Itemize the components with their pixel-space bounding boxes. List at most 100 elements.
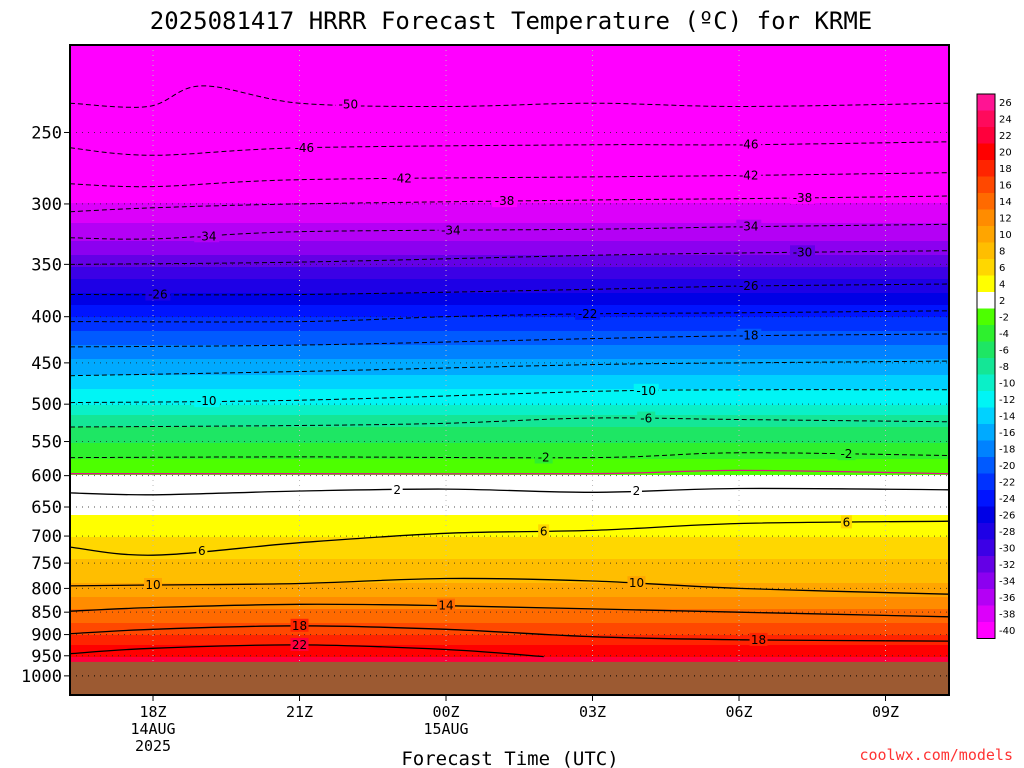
y-tick-label: 800 — [31, 579, 62, 599]
temperature-band — [70, 125, 949, 128]
isotherm-label-bg — [194, 229, 220, 243]
temperature-band — [70, 481, 949, 484]
temperature-band — [70, 243, 949, 246]
colorbar-label: -36 — [999, 593, 1015, 604]
temperature-band — [70, 439, 949, 442]
isotherm-10 — [70, 577, 949, 595]
colorbar-swatch — [977, 440, 995, 458]
temperature-band — [70, 233, 949, 236]
isotherm-label-bg — [790, 190, 815, 204]
colorbar-swatch — [977, 523, 995, 540]
colorbar-swatch — [977, 341, 995, 359]
colorbar-swatch — [977, 209, 995, 227]
temperature-shading — [70, 45, 949, 695]
temperature-band — [70, 249, 949, 252]
colorbar-label: -28 — [999, 527, 1015, 538]
colorbar-label: -18 — [999, 444, 1015, 455]
colorbar-swatch — [977, 572, 995, 590]
isotherm-label: -34 — [197, 229, 217, 243]
temperature-band — [70, 463, 949, 466]
isotherm--22 — [70, 310, 949, 323]
colorbar-label: -12 — [999, 395, 1015, 406]
temperature-band — [70, 613, 949, 616]
colorbar-label: -20 — [999, 461, 1015, 472]
temperature-band — [70, 193, 949, 196]
temperature-band — [70, 179, 949, 182]
temperature-band — [70, 393, 949, 396]
temperature-band — [70, 411, 949, 414]
temperature-band — [70, 211, 949, 214]
colorbar-swatch — [977, 176, 995, 194]
temperature-band — [70, 447, 949, 450]
colorbar-swatch — [977, 226, 995, 243]
temperature-band — [70, 95, 949, 98]
temperature-band — [70, 235, 949, 238]
temperature-band — [70, 571, 949, 574]
ground-fill — [70, 661, 949, 695]
isotherm-label: 10 — [145, 578, 160, 592]
temperature-band — [70, 491, 949, 494]
isotherm-label: -22 — [578, 307, 598, 321]
temperature-band — [70, 605, 949, 608]
temperature-band — [70, 641, 949, 644]
temperature-band — [70, 621, 949, 624]
temperature-band — [70, 593, 949, 596]
isotherm-label: -50 — [339, 97, 359, 111]
temperature-band — [70, 607, 949, 610]
temperature-band — [70, 373, 949, 376]
temperature-band — [70, 367, 949, 370]
temperature-band — [70, 525, 949, 528]
temperature-band — [70, 305, 949, 308]
temperature-band — [70, 323, 949, 326]
isotherm-label: -2 — [538, 450, 550, 464]
temperature-band — [70, 553, 949, 556]
colorbar-swatch — [977, 391, 995, 408]
isotherm-label-bg — [736, 328, 762, 342]
isotherm-label: -42 — [739, 168, 759, 182]
isotherm--50 — [70, 85, 949, 108]
temperature-band — [70, 303, 949, 306]
temperature-band — [70, 615, 949, 618]
colorbar-swatch — [977, 242, 995, 260]
temperature-band — [70, 657, 949, 660]
temperature-band — [70, 543, 949, 546]
y-tick-label: 350 — [31, 255, 62, 275]
temperature-band — [70, 247, 949, 250]
temperature-band — [70, 141, 949, 144]
temperature-band — [70, 343, 949, 346]
temperature-band — [70, 577, 949, 580]
temperature-band — [70, 461, 949, 464]
temperature-band — [70, 399, 949, 402]
temperature-band — [70, 469, 949, 472]
temperature-band — [70, 185, 949, 188]
temperature-band — [70, 315, 949, 318]
temperature-band — [70, 69, 949, 72]
temperature-band — [70, 81, 949, 84]
colorbar-label: -24 — [999, 494, 1015, 505]
colorbar-swatch — [977, 473, 995, 491]
temperature-band — [70, 165, 949, 168]
y-tick-label: 750 — [31, 554, 62, 574]
temperature-band — [70, 87, 949, 90]
isotherm-label: -38 — [793, 191, 813, 205]
colorbar-swatch — [977, 374, 995, 392]
temperature-band — [70, 567, 949, 570]
colorbar-swatch — [977, 457, 995, 474]
temperature-band — [70, 275, 949, 278]
temperature-band — [70, 65, 949, 68]
temperature-band — [70, 283, 949, 286]
x-tick-label: 2025 — [135, 737, 171, 755]
isotherm-label-bg — [391, 482, 403, 496]
x-tick-label: 15AUG — [423, 720, 468, 738]
colorbar-frame — [976, 93, 996, 639]
temperature-band — [70, 123, 949, 126]
temperature-band — [70, 555, 949, 558]
x-tick-label: 09Z — [872, 703, 899, 721]
temperature-band — [70, 285, 949, 288]
temperature-band — [70, 475, 949, 478]
temperature-band — [70, 219, 949, 222]
isotherm-label: 6 — [540, 524, 548, 538]
temperature-band — [70, 241, 949, 244]
isotherm--34 — [70, 223, 949, 240]
